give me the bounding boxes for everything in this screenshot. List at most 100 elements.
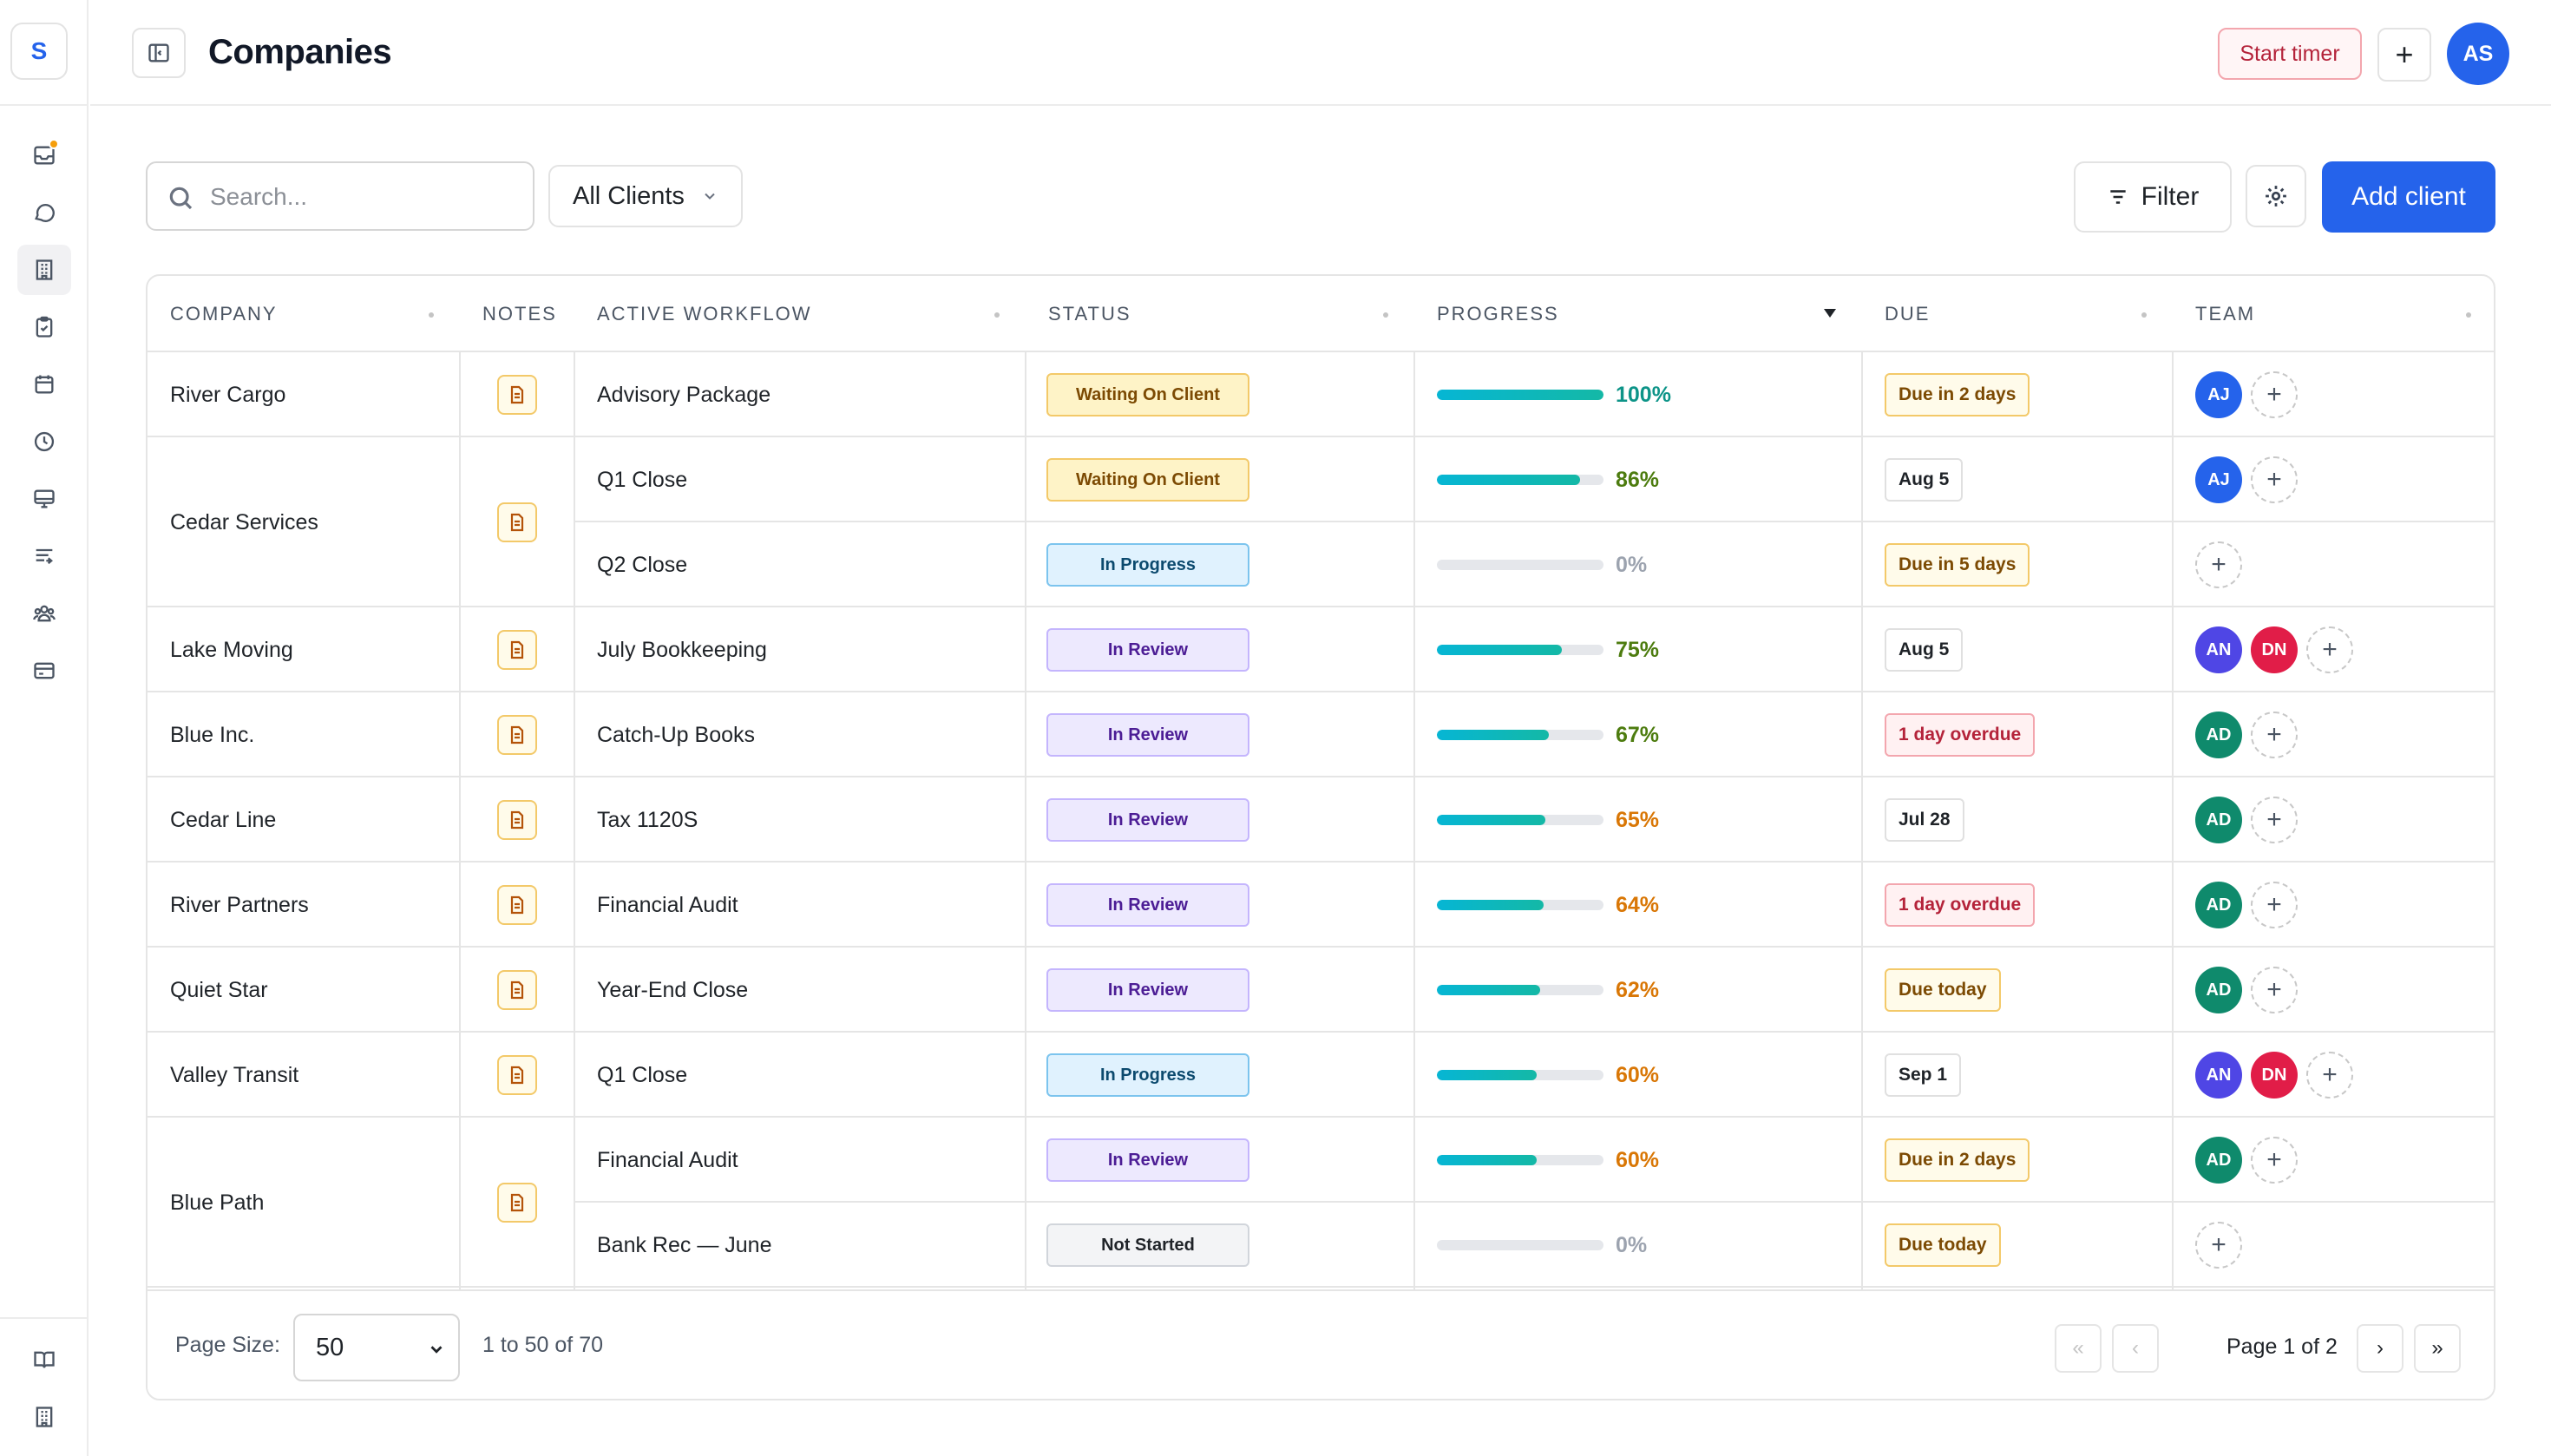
add-team-member-button[interactable]: +: [2306, 1052, 2353, 1099]
notes-icon[interactable]: [497, 715, 537, 755]
add-team-member-button[interactable]: +: [2306, 626, 2353, 673]
status-badge[interactable]: In Review: [1046, 1138, 1249, 1182]
workflow-name[interactable]: Catch-Up Books: [597, 722, 756, 747]
add-team-member-button[interactable]: +: [2251, 456, 2298, 503]
column-header-progress[interactable]: PROGRESS: [1414, 276, 1862, 352]
client-filter-select[interactable]: All Clients: [548, 165, 743, 227]
table-row[interactable]: [148, 1203, 2494, 1288]
table-row[interactable]: [148, 692, 2494, 777]
workflow-name[interactable]: Q2 Close: [597, 552, 688, 577]
company-name[interactable]: River Cargo: [170, 382, 286, 407]
table-row[interactable]: [148, 522, 2494, 607]
notes-icon[interactable]: [497, 375, 537, 415]
status-badge[interactable]: Not Started: [1046, 1223, 1249, 1267]
notes-icon[interactable]: [497, 1055, 537, 1095]
first-page-button[interactable]: «: [2055, 1324, 2102, 1373]
sidebar-item-time[interactable]: [17, 416, 71, 467]
workflow-name[interactable]: Tax 1120S: [597, 807, 698, 832]
quick-add-button[interactable]: +: [2377, 28, 2431, 82]
sidebar-item-portal[interactable]: [17, 474, 71, 524]
company-name[interactable]: River Partners: [170, 892, 309, 917]
team-member-avatar[interactable]: AD: [2195, 712, 2242, 758]
workflow-name[interactable]: Bank Rec — June: [597, 1232, 772, 1257]
workflow-name[interactable]: Q1 Close: [597, 1062, 688, 1087]
table-row[interactable]: [148, 862, 2494, 948]
table-row[interactable]: [574, 437, 2494, 522]
workflow-name[interactable]: July Bookkeeping: [597, 637, 767, 662]
table-row[interactable]: [148, 607, 2494, 692]
team-member-avatar[interactable]: DN: [2251, 626, 2298, 673]
sidebar-item-docs[interactable]: [17, 1335, 71, 1385]
due-badge[interactable]: Due today: [1885, 1223, 2001, 1267]
sidebar-item-firm[interactable]: [17, 1392, 71, 1442]
table-row[interactable]: [148, 777, 2494, 862]
column-menu-dot[interactable]: [2466, 312, 2471, 318]
status-badge[interactable]: In Review: [1046, 798, 1249, 842]
user-avatar[interactable]: AS: [2447, 23, 2509, 85]
add-team-member-button[interactable]: +: [2195, 541, 2242, 588]
team-member-avatar[interactable]: DN: [2251, 1052, 2298, 1099]
sidebar-item-calendar[interactable]: [17, 359, 71, 410]
workflow-name[interactable]: Advisory Package: [597, 382, 771, 407]
workflow-name[interactable]: Year-End Close: [597, 977, 749, 1002]
due-badge[interactable]: Aug 5: [1885, 628, 1964, 672]
next-page-button[interactable]: ›: [2357, 1324, 2403, 1373]
sidebar-item-tasks[interactable]: [17, 302, 71, 352]
page-size-select[interactable]: 50: [293, 1314, 460, 1381]
column-menu-dot[interactable]: [2141, 312, 2147, 318]
add-team-member-button[interactable]: +: [2251, 371, 2298, 418]
sidebar-item-team[interactable]: [17, 588, 71, 639]
filter-button[interactable]: Filter: [2074, 161, 2232, 233]
company-name[interactable]: Lake Moving: [170, 637, 293, 662]
table-row[interactable]: [148, 948, 2494, 1033]
column-menu-dot[interactable]: [994, 312, 1000, 318]
team-member-avatar[interactable]: AD: [2195, 797, 2242, 843]
column-header-notes[interactable]: NOTES: [482, 303, 557, 325]
table-settings-button[interactable]: [2246, 165, 2306, 227]
notes-icon[interactable]: [497, 885, 537, 925]
sidebar-toggle-button[interactable]: [132, 28, 186, 78]
column-header-workflow[interactable]: ACTIVE WORKFLOW: [574, 276, 1026, 352]
due-badge[interactable]: 1 day overdue: [1885, 713, 2036, 757]
table-row[interactable]: [148, 352, 2494, 437]
due-badge[interactable]: Due in 2 days: [1885, 373, 2030, 416]
status-badge[interactable]: In Review: [1046, 713, 1249, 757]
team-member-avatar[interactable]: AN: [2195, 626, 2242, 673]
last-page-button[interactable]: »: [2414, 1324, 2461, 1373]
table-row[interactable]: [148, 1033, 2494, 1118]
status-badge[interactable]: In Review: [1046, 883, 1249, 927]
due-badge[interactable]: Jul 28: [1885, 798, 1964, 842]
app-logo[interactable]: S: [10, 23, 68, 80]
team-member-avatar[interactable]: AD: [2195, 967, 2242, 1013]
team-member-avatar[interactable]: AD: [2195, 882, 2242, 928]
notes-icon[interactable]: [497, 800, 537, 840]
due-badge[interactable]: Due in 2 days: [1885, 1138, 2030, 1182]
company-name[interactable]: Blue Inc.: [170, 722, 255, 747]
add-client-button[interactable]: Add client: [2322, 161, 2495, 233]
company-name[interactable]: Blue Path: [170, 1190, 265, 1215]
column-menu-dot[interactable]: [1383, 312, 1388, 318]
due-badge[interactable]: 1 day overdue: [1885, 883, 2036, 927]
workflow-name[interactable]: Q1 Close: [597, 467, 688, 492]
add-team-member-button[interactable]: +: [2251, 797, 2298, 843]
company-name[interactable]: Quiet Star: [170, 977, 268, 1002]
add-team-member-button[interactable]: +: [2251, 882, 2298, 928]
add-team-member-button[interactable]: +: [2251, 1137, 2298, 1184]
add-team-member-button[interactable]: +: [2251, 712, 2298, 758]
sidebar-item-inbox[interactable]: [17, 130, 71, 180]
sidebar-item-billing[interactable]: [17, 646, 71, 696]
notes-icon[interactable]: [497, 970, 537, 1010]
workflow-name[interactable]: Financial Audit: [597, 1147, 738, 1172]
notes-icon[interactable]: [497, 502, 537, 542]
column-menu-dot[interactable]: [429, 312, 434, 318]
status-badge[interactable]: In Progress: [1046, 543, 1249, 587]
company-name[interactable]: Cedar Services: [170, 509, 318, 535]
search-field[interactable]: [146, 161, 534, 231]
company-name[interactable]: Cedar Line: [170, 807, 277, 832]
status-badge[interactable]: In Review: [1046, 628, 1249, 672]
column-header-due[interactable]: DUE: [1862, 276, 2173, 352]
sidebar-item-messages[interactable]: [17, 187, 71, 238]
due-badge[interactable]: Due today: [1885, 968, 2001, 1012]
add-team-member-button[interactable]: +: [2195, 1222, 2242, 1269]
status-badge[interactable]: In Progress: [1046, 1053, 1249, 1097]
